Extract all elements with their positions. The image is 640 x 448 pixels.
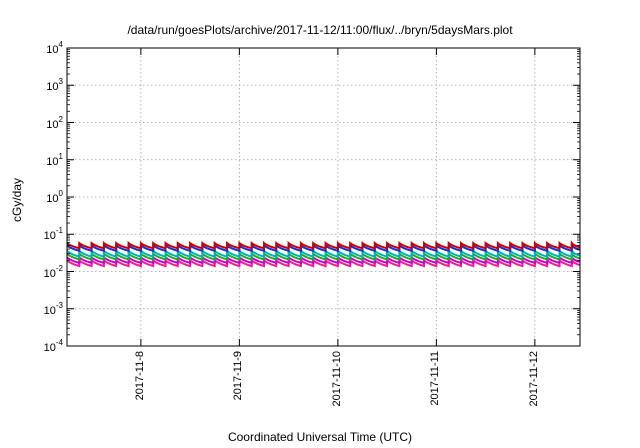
series-line xyxy=(66,239,581,250)
x-axis-label: Coordinated Universal Time (UTC) xyxy=(227,430,413,444)
y-tick-base: 10 xyxy=(43,267,56,280)
x-tick-label: 2017-11-12 xyxy=(527,351,540,407)
plot-frame xyxy=(66,47,581,347)
gridlines xyxy=(67,48,580,346)
chart-title: /data/run/goesPlots/archive/2017-11-12/1… xyxy=(127,23,513,37)
y-tick-base: 10 xyxy=(43,304,56,317)
y-tick-base: 10 xyxy=(46,44,59,56)
y-tick-base: 10 xyxy=(46,193,59,205)
y-tick-exponent: -4 xyxy=(55,338,63,347)
y-tick-label: 10-4 xyxy=(44,338,63,354)
y-tick-label: 10-2 xyxy=(44,264,63,280)
y-tick-base: 10 xyxy=(46,118,59,131)
y-tick-base: 10 xyxy=(46,155,59,168)
y-tick-exponent: 3 xyxy=(58,77,63,87)
y-tick-base: 10 xyxy=(46,81,59,94)
y-tick-exponent: -3 xyxy=(55,300,63,310)
y-tick-label: 101 xyxy=(46,152,63,168)
y-tick-base: 10 xyxy=(43,230,56,243)
data-series xyxy=(66,239,581,268)
y-tick-exponent: 1 xyxy=(58,151,63,161)
y-axis-label: cGy/day xyxy=(10,177,24,223)
y-tick-exponent: 0 xyxy=(58,189,63,198)
x-tick-label: 2017-11-8 xyxy=(133,351,146,401)
y-tick-label: 10-1 xyxy=(44,226,63,242)
x-tick-label: 2017-11-10 xyxy=(330,351,343,407)
y-tick-exponent: -2 xyxy=(55,263,63,273)
y-tick-label: 102 xyxy=(46,115,63,131)
x-tick-label: 2017-11-9 xyxy=(232,351,245,401)
y-tick-label: 104 xyxy=(46,40,63,56)
y-tick-label: 103 xyxy=(46,77,63,93)
y-tick-exponent: 4 xyxy=(58,40,63,49)
y-tick-base: 10 xyxy=(43,342,56,354)
y-tick-label: 100 xyxy=(46,189,63,205)
y-tick-exponent: -1 xyxy=(55,226,63,236)
x-tick-label: 2017-11-11 xyxy=(429,351,442,406)
y-tick-exponent: 2 xyxy=(58,114,63,124)
y-tick-label: 10-3 xyxy=(44,301,63,317)
